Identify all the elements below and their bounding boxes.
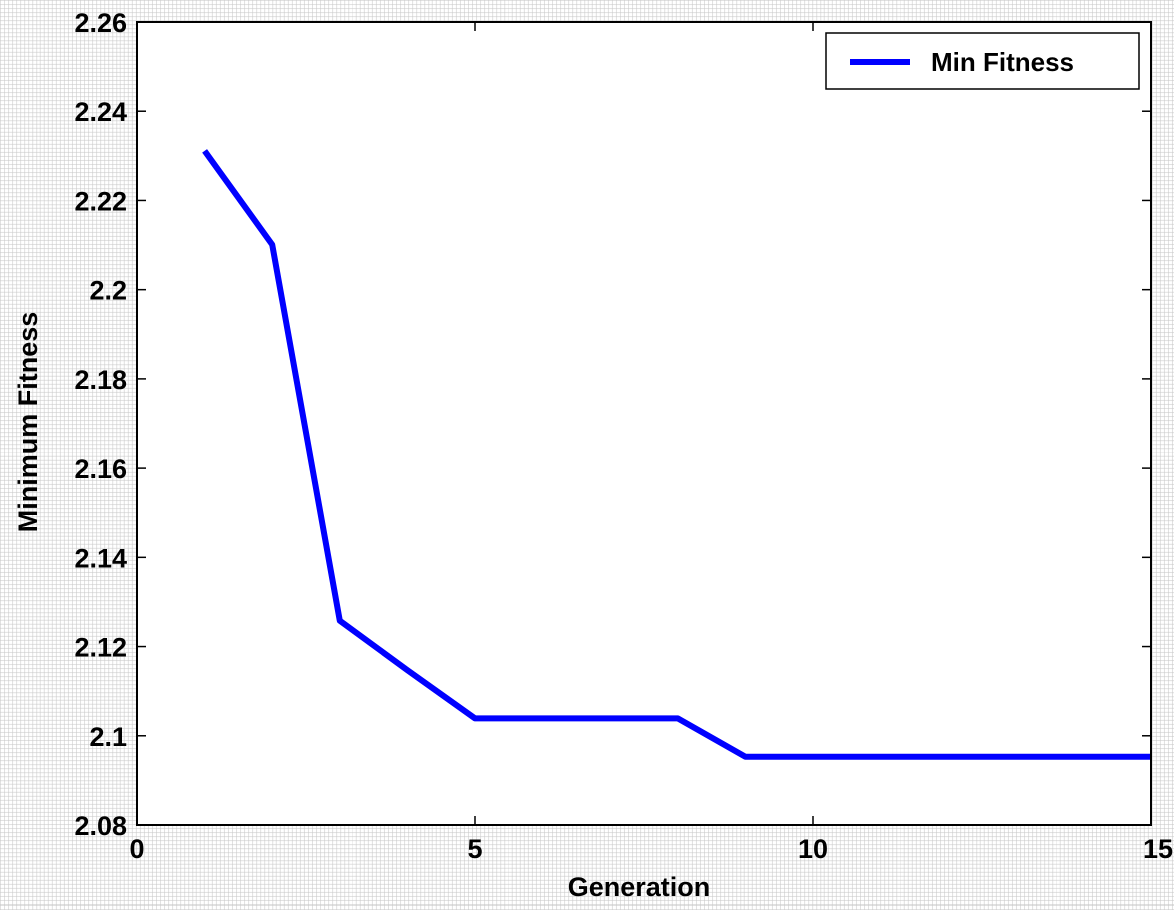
x-tick-label: 0 bbox=[129, 834, 144, 864]
y-tick-label: 2.24 bbox=[74, 97, 127, 127]
series-line-min-fitness bbox=[202, 149, 1151, 760]
legend: Min Fitness bbox=[825, 32, 1140, 90]
y-axis-label: Minimum Fitness bbox=[13, 312, 43, 533]
x-tick-label: 10 bbox=[798, 834, 828, 864]
ticks-layer: 0 5 10 15 2.08 2.1 2.12 2.14 2.16 2.18 2.2 2.22 2.24… bbox=[74, 8, 1173, 864]
plot-frame bbox=[136, 21, 1152, 826]
y-tick-label: 2.22 bbox=[74, 186, 127, 216]
y-tick-label: 2.2 bbox=[89, 276, 127, 306]
y-tick-label: 2.18 bbox=[74, 365, 127, 395]
series-layer bbox=[202, 149, 1151, 760]
plot-area bbox=[137, 22, 1151, 825]
x-tick-label: 5 bbox=[467, 834, 482, 864]
y-tick-label: 2.08 bbox=[74, 811, 127, 841]
y-tick-label: 2.26 bbox=[74, 8, 127, 38]
y-tick-label: 2.12 bbox=[74, 633, 127, 663]
y-tick-label: 2.1 bbox=[89, 722, 127, 752]
y-tick-label: 2.16 bbox=[74, 454, 127, 484]
legend-label-min-fitness: Min Fitness bbox=[931, 47, 1074, 77]
x-tick-label: 15 bbox=[1143, 834, 1173, 864]
x-axis-label: Generation bbox=[568, 872, 711, 902]
y-tick-label: 2.14 bbox=[74, 543, 127, 573]
